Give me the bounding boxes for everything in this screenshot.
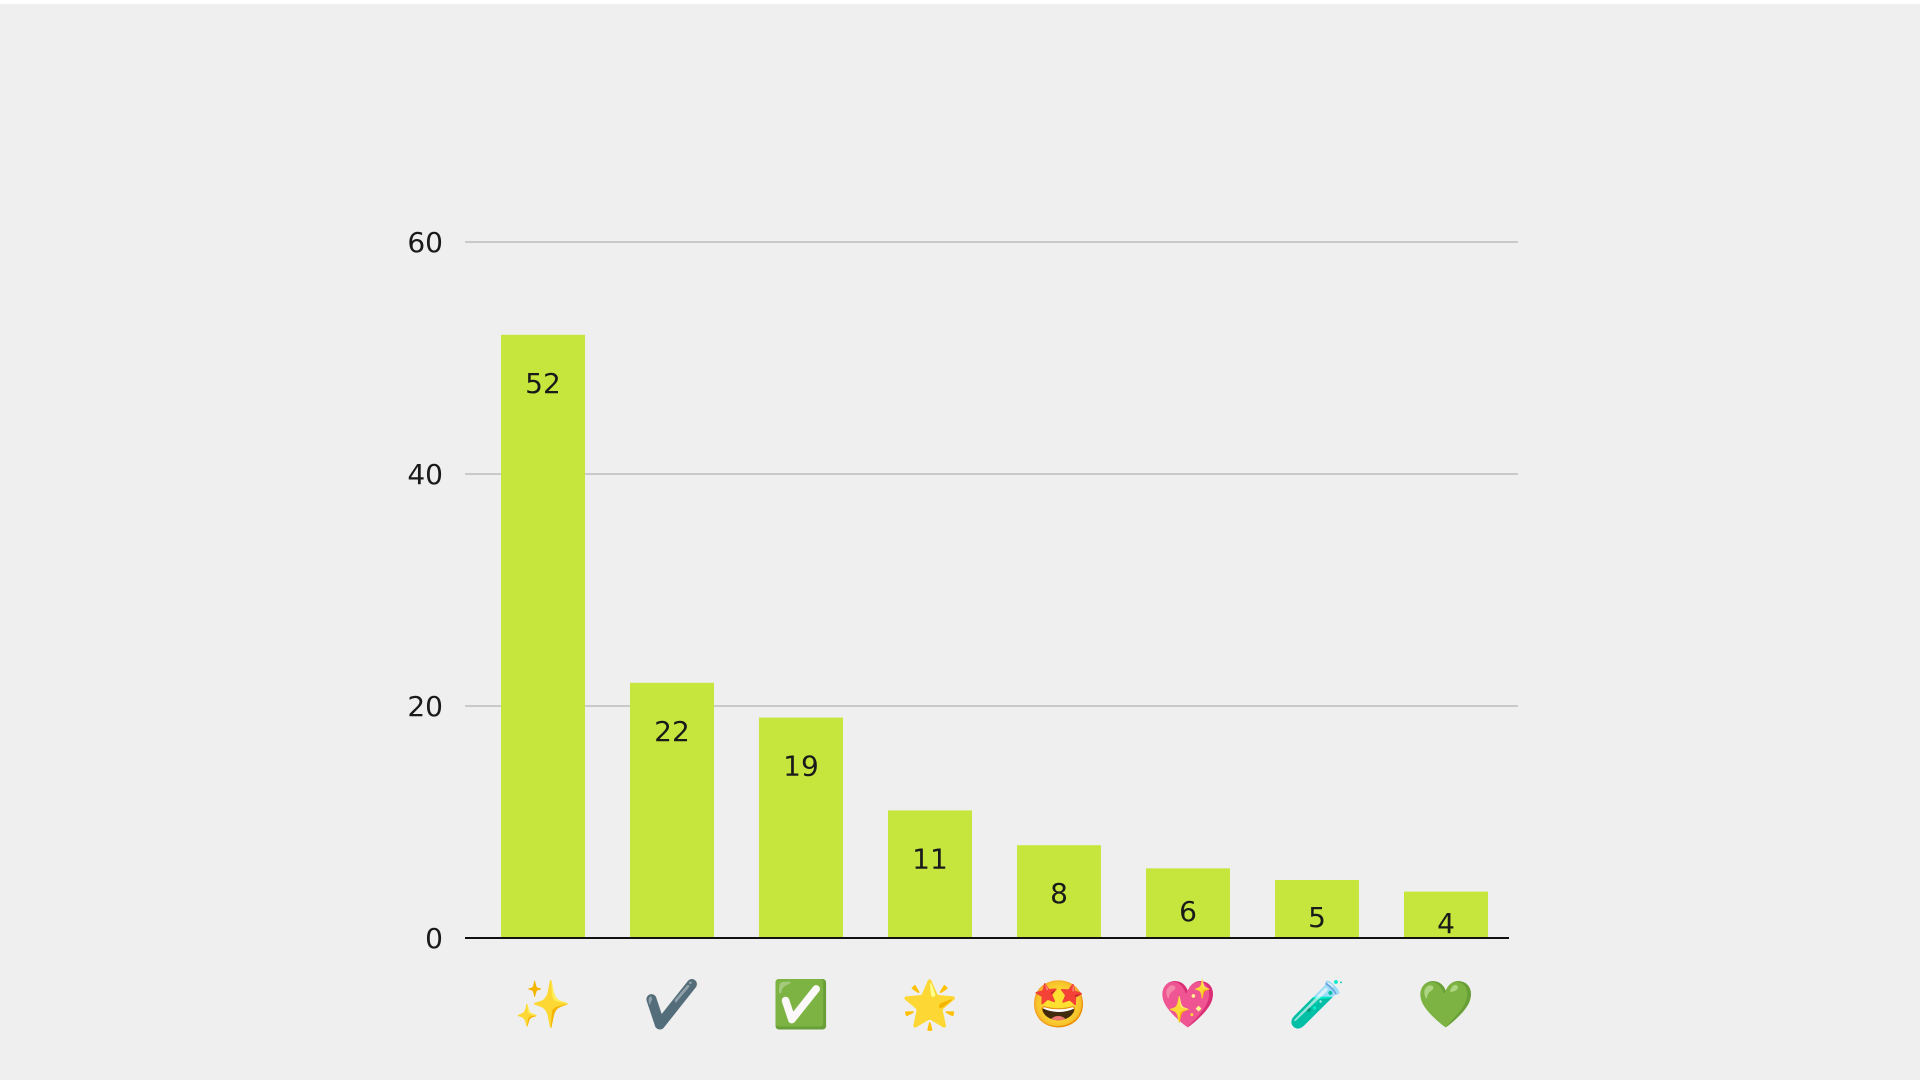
bar-value-label: 8 [1050,877,1068,910]
y-tick-label: 20 [407,690,443,723]
x-category-label: 🤩 [1030,977,1087,1031]
grid-lines [465,241,1518,707]
bar-value-labels: 52 22 19 11 8 6 5 4 [525,367,1455,940]
bar [759,717,843,938]
bar [1404,891,1488,938]
bar [501,334,585,938]
bar-value-label: 5 [1308,901,1326,934]
x-axis-category-labels: ✨ ✔️ ✅ 🌟 🤩 💖 🧪 💚 [514,977,1475,1032]
y-axis-tick-labels: 0 20 40 60 [407,226,443,955]
x-category-label: ✔️ [643,977,700,1031]
bar-value-label: 6 [1179,895,1197,928]
x-category-label: ✅ [772,977,829,1031]
bar-value-label: 52 [525,367,561,400]
bar [1017,845,1101,938]
x-category-label: 🧪 [1288,977,1345,1031]
bar [1146,868,1230,938]
x-category-label: 💖 [1159,977,1217,1031]
x-category-label: 🌟 [901,977,958,1032]
bars [501,334,1488,938]
y-tick-label: 0 [425,922,443,955]
bar-value-label: 4 [1437,907,1455,940]
x-category-label: 💚 [1417,977,1475,1031]
bar [630,682,714,938]
bar [888,810,972,938]
y-tick-label: 60 [407,226,443,259]
bar-value-label: 22 [654,715,690,748]
bar [1275,880,1359,938]
y-tick-label: 40 [407,458,443,491]
x-category-label: ✨ [514,977,571,1031]
bar-value-label: 11 [912,842,948,875]
bar-value-label: 19 [783,750,819,783]
